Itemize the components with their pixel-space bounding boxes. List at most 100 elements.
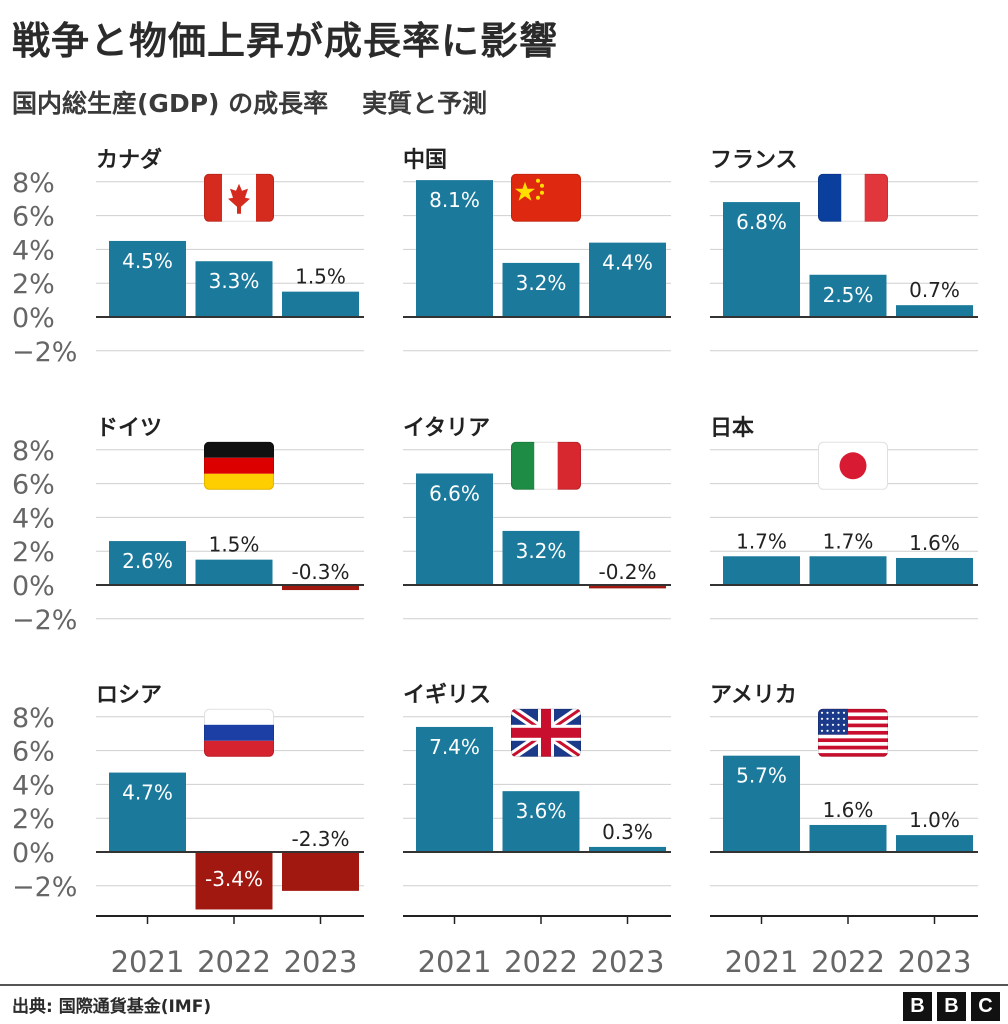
data-label: 1.0% — [909, 808, 960, 832]
source-note: 出典: 国際通貨基金(IMF) — [12, 997, 212, 1017]
data-label: 1.6% — [909, 531, 960, 555]
data-label: 1.6% — [823, 798, 874, 822]
bar — [723, 755, 800, 852]
canada-flag — [204, 173, 274, 222]
bar — [195, 261, 273, 317]
y-tick-label: 4% — [12, 770, 55, 801]
panel-italy: イタリア 6.6% 3.2% -0.2% — [403, 416, 671, 620]
y-tick-label: 8% — [12, 168, 55, 199]
country-label: ロシア — [96, 683, 162, 708]
bar — [282, 852, 359, 891]
china-flag — [511, 173, 581, 222]
y-tick-label: 8% — [12, 703, 55, 734]
data-label: 8.1% — [429, 188, 480, 212]
panel-japan: 日本 1.7% 1.7% 1.6% — [710, 416, 978, 620]
x-tick-label: 2021 — [111, 945, 185, 979]
data-label: 1.5% — [295, 265, 346, 289]
bar — [109, 541, 186, 585]
bar — [282, 291, 359, 317]
bar — [416, 180, 493, 317]
data-label: 4.5% — [122, 249, 173, 273]
y-tick-label: −2% — [12, 337, 77, 368]
y-tick-label: 6% — [12, 470, 55, 501]
y-tick-label: −2% — [12, 872, 77, 903]
data-label: -3.4% — [205, 867, 263, 891]
bar — [195, 852, 273, 910]
data-label: 1.7% — [823, 529, 874, 553]
country-label: イタリア — [403, 416, 490, 441]
data-label: 3.2% — [516, 271, 567, 295]
data-label: 7.4% — [429, 735, 480, 759]
country-label: イギリス — [403, 683, 491, 708]
country-label: 日本 — [710, 416, 754, 441]
data-label: 5.7% — [736, 764, 787, 788]
data-label: 0.3% — [602, 820, 653, 844]
panel-usa: アメリカ 5.7% 1.6% 1.0% 2021 2022 2023 — [710, 683, 978, 979]
x-tick-label: 2023 — [591, 945, 665, 979]
data-label: -2.3% — [291, 827, 349, 851]
y-tick-label: 6% — [12, 737, 55, 768]
france-flag — [818, 173, 888, 222]
country-label: 中国 — [403, 148, 447, 173]
data-label: 2.5% — [823, 283, 874, 307]
data-label: 6.8% — [736, 210, 787, 234]
logo-letter-c: C — [971, 992, 1000, 1021]
bar — [589, 242, 666, 317]
y-tick-label: 0% — [12, 571, 55, 602]
usa-flag — [818, 708, 888, 757]
bar — [589, 846, 666, 852]
chart-subtitle: 国内総生産(GDP) の成長率 実質と予測 — [12, 84, 521, 120]
russia-flag — [204, 708, 274, 757]
data-label: 4.7% — [122, 781, 173, 805]
bar — [723, 202, 800, 317]
data-label: 2.6% — [122, 549, 173, 573]
x-tick-label: 2021 — [725, 945, 799, 979]
subtitle-type: 実質と予測 — [362, 89, 488, 118]
x-tick-label: 2023 — [898, 945, 972, 979]
data-label: 3.6% — [516, 799, 567, 823]
footer-divider — [0, 984, 1008, 986]
country-label: フランス — [710, 148, 798, 173]
bar — [502, 791, 580, 852]
x-tick-label: 2022 — [504, 945, 578, 979]
italy-flag — [511, 441, 581, 490]
panel-canada: 8%6%4%2%0%−2% カナダ 4.5% 3.3% 1.5% — [12, 147, 364, 368]
data-label: 4.4% — [602, 251, 653, 275]
panel-germany: 8%6%4%2%0%−2% ドイツ 2.6% 1.5% -0.3% — [12, 416, 364, 636]
bar — [896, 835, 973, 852]
panel-uk: イギリス 7.4% 3.6% 0.3% 2021 2022 2023 — [403, 683, 671, 979]
y-tick-label: 4% — [12, 503, 55, 534]
bar — [502, 530, 580, 585]
bar — [416, 473, 493, 585]
bar — [589, 585, 666, 589]
bar — [723, 556, 800, 585]
bar — [809, 274, 887, 317]
data-label: -0.3% — [291, 560, 349, 584]
bar — [195, 559, 273, 585]
logo-letter-b2: B — [937, 992, 966, 1021]
y-tick-label: 2% — [12, 269, 55, 300]
bar — [109, 772, 186, 852]
germany-flag — [204, 441, 274, 490]
subtitle-gdp: 国内総生産(GDP) の成長率 — [12, 89, 329, 118]
bar — [502, 262, 580, 317]
y-tick-label: 2% — [12, 804, 55, 835]
y-tick-label: 0% — [12, 303, 55, 334]
country-label: アメリカ — [710, 683, 797, 708]
y-tick-label: 8% — [12, 436, 55, 467]
japan-flag — [818, 441, 888, 490]
bar — [809, 824, 887, 852]
uk-flag — [511, 708, 581, 757]
data-label: 3.2% — [516, 539, 567, 563]
y-tick-label: 4% — [12, 235, 55, 266]
bbc-logo: B B C — [903, 992, 1000, 1021]
panel-china: 中国 8.1% 3.2% 4.4% — [403, 148, 671, 352]
panel-france: フランス 6.8% 2.5% 0.7% — [710, 148, 978, 352]
x-tick-label: 2022 — [811, 945, 885, 979]
data-label: 1.7% — [736, 529, 787, 553]
data-label: 1.5% — [209, 533, 260, 557]
country-label: ドイツ — [96, 416, 162, 441]
y-tick-label: 0% — [12, 838, 55, 869]
bar — [416, 726, 493, 852]
